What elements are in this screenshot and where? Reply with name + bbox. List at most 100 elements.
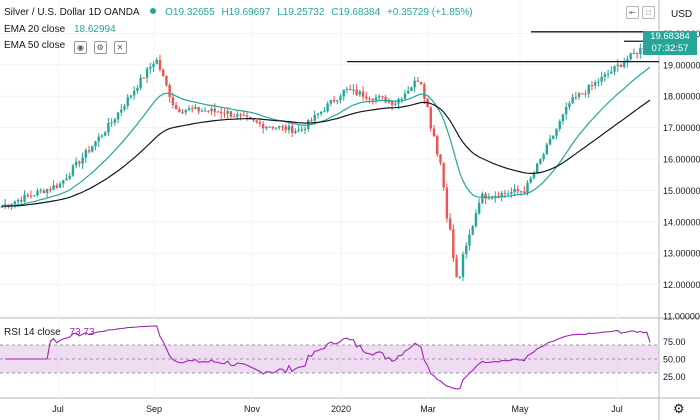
candle-body: [223, 113, 226, 115]
candle-body: [97, 136, 100, 142]
candle-body: [181, 111, 184, 113]
candle-body: [255, 120, 258, 123]
candle-body: [571, 97, 574, 104]
candle-body: [326, 103, 329, 112]
candle-body: [174, 105, 178, 110]
candle-body: [313, 114, 316, 121]
candle-body: [555, 128, 558, 136]
candle-body: [377, 96, 381, 98]
candle-body: [503, 192, 507, 194]
rsi-line: [5, 325, 651, 390]
candle-body: [268, 126, 271, 128]
candle-body: [455, 258, 458, 278]
candle-body: [33, 195, 36, 197]
candle-body: [403, 93, 407, 99]
candle-body: [249, 116, 252, 119]
candle-body: [629, 53, 632, 60]
settings-icon[interactable]: ⚙: [93, 41, 107, 54]
ohlc-open: O19.32655: [165, 7, 215, 18]
candle-body: [58, 183, 62, 188]
candle-body: [123, 106, 126, 110]
time-tick-label: Sep: [146, 404, 162, 414]
collapse-pane-icon[interactable]: ⇤: [626, 6, 639, 19]
symbol-title: Silver / U.S. Dollar 1D OANDA: [4, 7, 140, 18]
candle-body: [407, 91, 410, 94]
price-tick-label: 12.00000: [663, 280, 700, 290]
price-tick-label: 13.00000: [663, 249, 700, 259]
candle-body: [71, 165, 75, 176]
candle-body: [352, 89, 355, 91]
rsi-legend[interactable]: RSI 14 close 73.73: [4, 327, 95, 338]
candle-body: [149, 66, 152, 69]
candle-body: [542, 154, 545, 160]
candle-body: [445, 187, 449, 219]
candle-body: [13, 201, 17, 205]
candle-body: [294, 130, 297, 133]
candle-body: [310, 119, 313, 121]
eye-icon[interactable]: ◉: [73, 41, 87, 54]
candle-body: [413, 80, 416, 88]
candle-body: [523, 191, 526, 194]
candle-body: [558, 121, 561, 129]
candle-body: [619, 64, 623, 67]
candle-body: [348, 89, 352, 91]
candle-body: [197, 106, 200, 112]
candle-body: [439, 154, 442, 163]
candle-body: [220, 111, 223, 114]
candle-body: [229, 111, 233, 117]
candle-body: [345, 89, 349, 91]
maximize-pane-icon[interactable]: □: [642, 6, 655, 19]
candle-body: [545, 144, 549, 155]
candle-body: [336, 100, 339, 102]
candle-body: [284, 126, 287, 131]
ema50-legend[interactable]: EMA 50 close ◉ ⚙ ✕: [4, 40, 131, 54]
ema20-label: EMA 20 close: [4, 24, 66, 35]
candle-body: [535, 163, 539, 173]
candle-body: [471, 226, 474, 235]
candle-body: [410, 87, 413, 92]
candle-body: [365, 96, 368, 99]
candle-body: [394, 103, 397, 105]
candle-body: [68, 175, 71, 179]
ema20-legend[interactable]: EMA 20 close 18.62994: [4, 24, 116, 35]
candle-body: [452, 229, 455, 259]
candle-body: [329, 100, 333, 104]
candle-body: [10, 204, 13, 207]
candle-body: [178, 109, 181, 112]
candle-body: [226, 111, 229, 114]
close-icon[interactable]: ✕: [113, 41, 127, 54]
candle-body: [161, 69, 165, 76]
ohlc-close: C19.68384: [331, 7, 381, 18]
candle-body: [29, 195, 33, 197]
candle-body: [126, 97, 129, 107]
price-tick-label: 11.00000: [663, 312, 700, 322]
candle-body: [323, 111, 326, 113]
candle-body: [84, 150, 88, 158]
candle-body: [461, 254, 465, 277]
header-bar: Silver / U.S. Dollar 1D OANDA O19.32655 …: [4, 7, 477, 18]
candle-body: [597, 81, 600, 83]
candle-body: [577, 93, 581, 98]
candle-body: [103, 132, 107, 136]
candle-body: [258, 122, 262, 125]
candle-body: [358, 91, 362, 95]
candle-body: [290, 125, 294, 133]
candle-body: [319, 111, 323, 114]
candle-body: [139, 77, 142, 89]
candle-body: [107, 123, 110, 133]
candle-body: [474, 213, 478, 227]
candle-body: [287, 125, 291, 131]
candle-body: [168, 85, 171, 98]
candle-body: [519, 191, 523, 193]
candle-body: [62, 180, 65, 184]
candle-body: [616, 64, 619, 67]
candle-body: [145, 68, 149, 78]
candle-body: [213, 108, 216, 112]
candle-body: [374, 97, 378, 101]
candle-body: [210, 108, 213, 112]
candle-body: [316, 113, 320, 115]
ema50-line: [1, 99, 651, 207]
gear-icon[interactable]: ⚙: [673, 401, 685, 416]
candle-body: [116, 112, 120, 120]
candle-body: [342, 89, 345, 97]
